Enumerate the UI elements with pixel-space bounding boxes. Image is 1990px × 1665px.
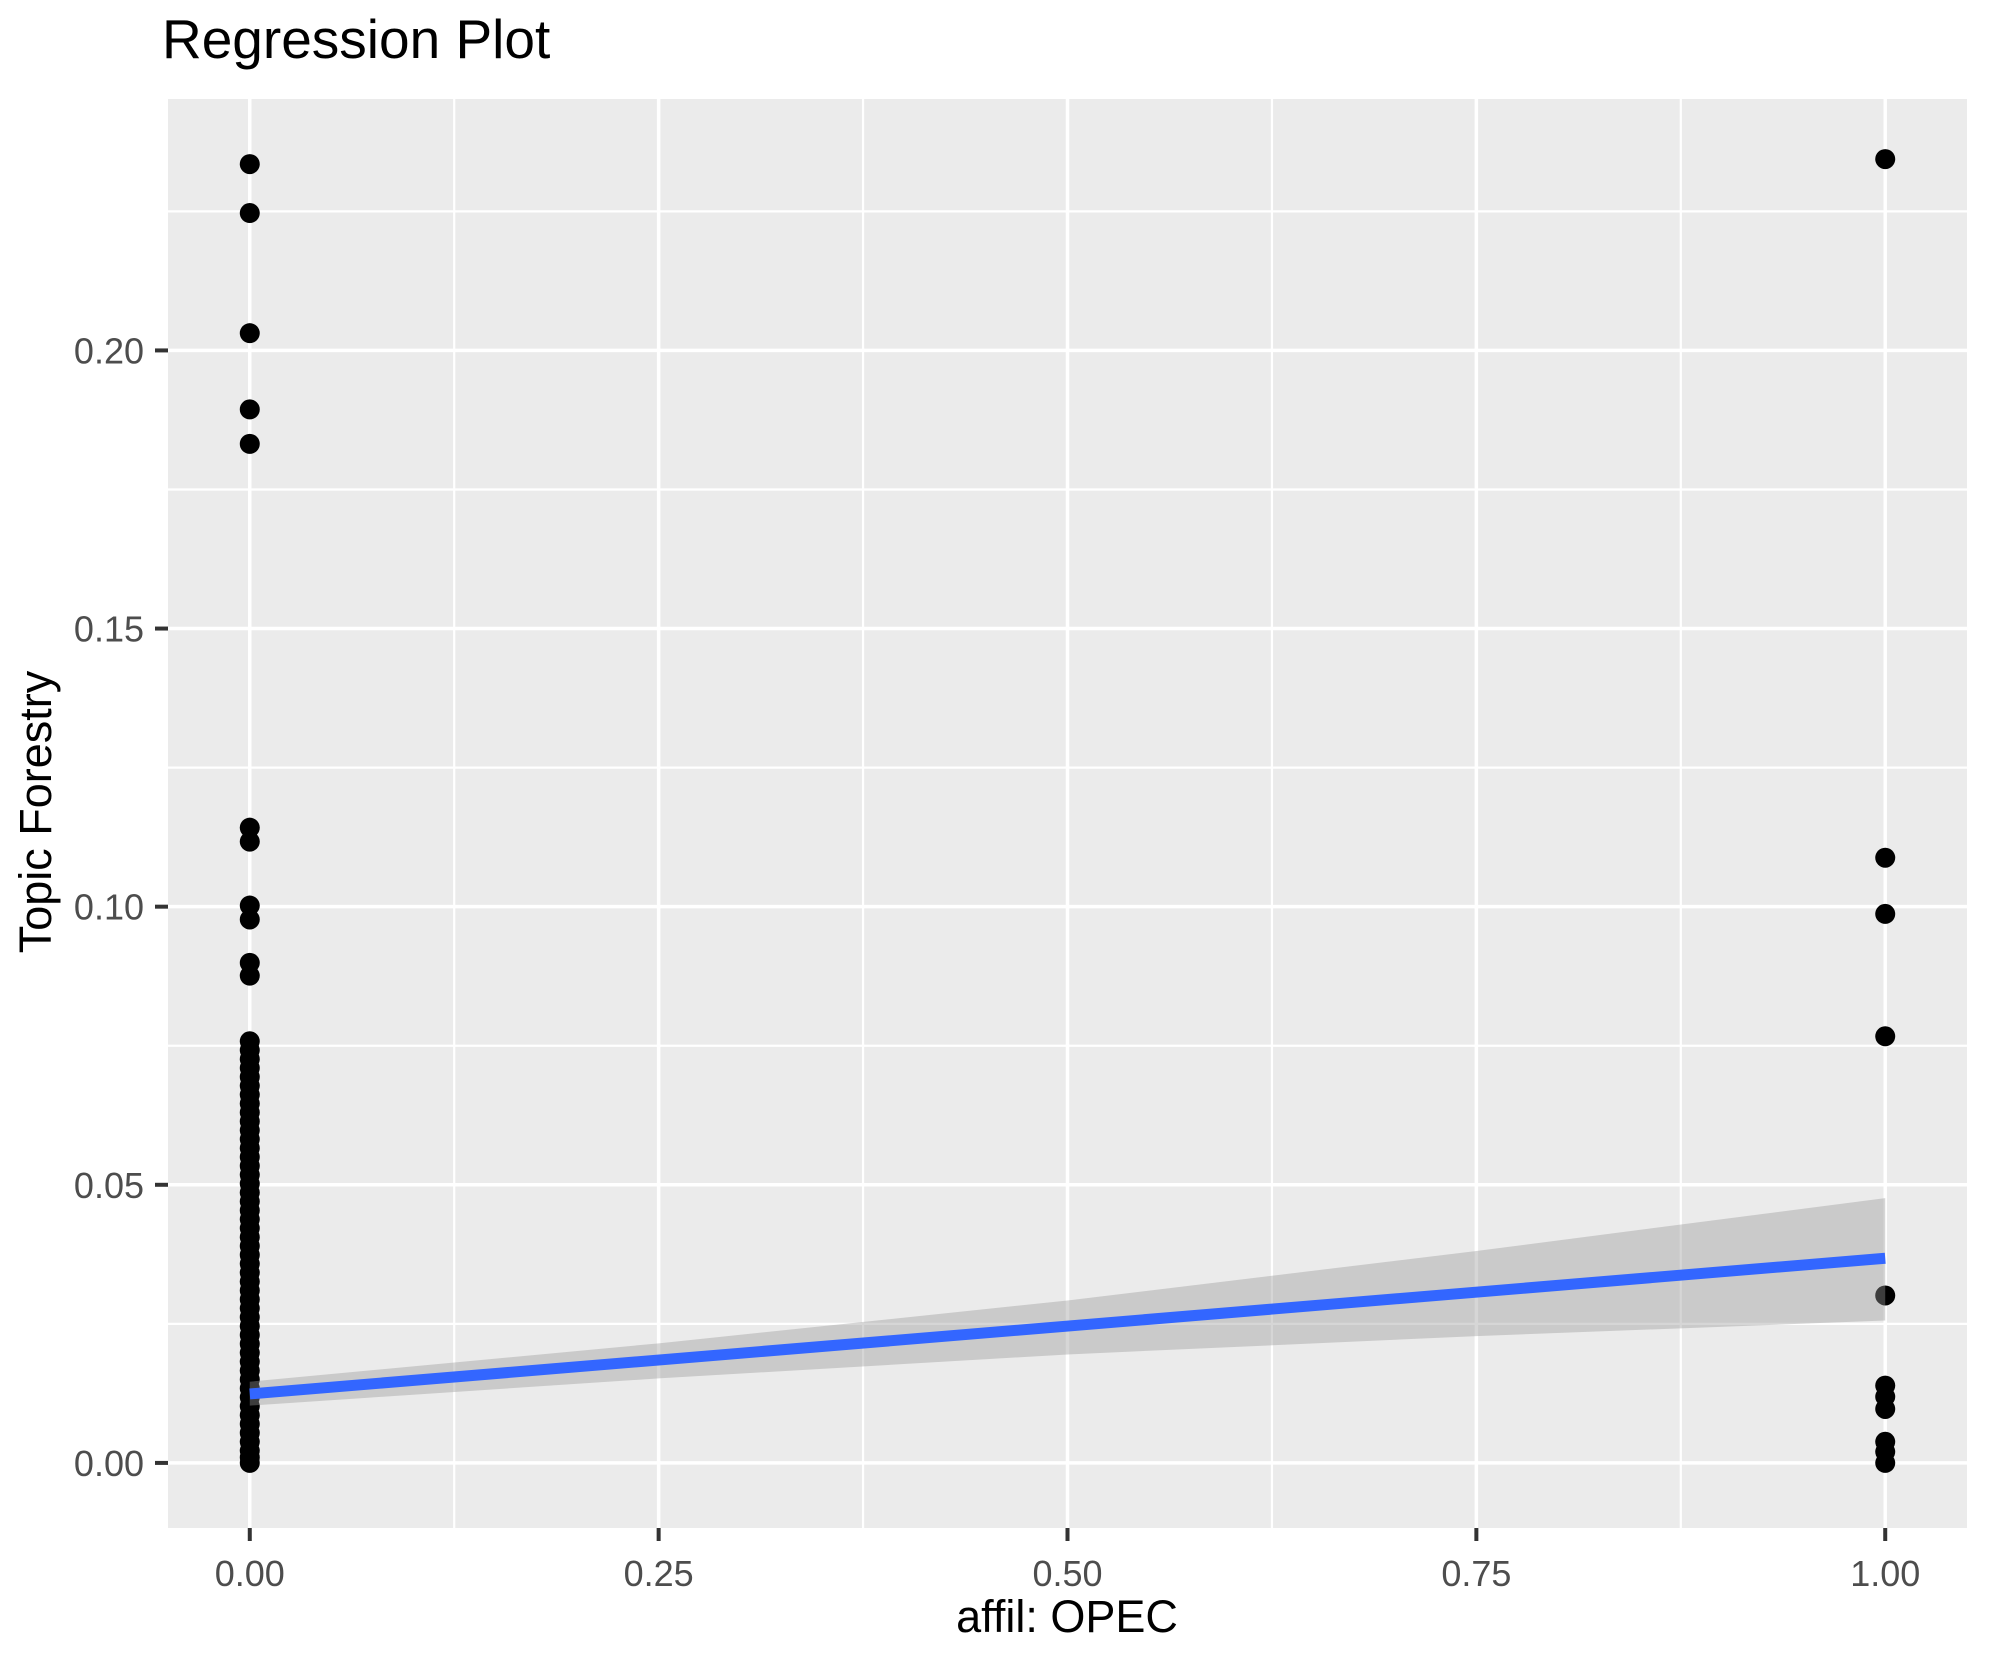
data-point xyxy=(1875,149,1896,170)
data-point xyxy=(239,1452,260,1473)
plot-title: Regression Plot xyxy=(162,8,551,70)
data-point xyxy=(1875,1398,1896,1419)
data-point xyxy=(1875,1452,1896,1473)
data-point xyxy=(239,831,260,852)
y-tick-label: 0.20 xyxy=(74,330,144,371)
y-tick-label: 0.05 xyxy=(74,1165,144,1206)
data-point xyxy=(239,433,260,454)
data-point xyxy=(239,399,260,420)
data-point xyxy=(1875,847,1896,868)
data-point xyxy=(1875,1026,1896,1047)
data-point xyxy=(239,817,260,838)
data-point xyxy=(1875,1285,1896,1306)
data-point xyxy=(239,154,260,175)
data-point xyxy=(239,323,260,344)
x-tick-label: 0.00 xyxy=(215,1553,285,1594)
x-tick-label: 0.25 xyxy=(624,1553,694,1594)
x-tick-label: 0.75 xyxy=(1441,1553,1511,1594)
data-point xyxy=(239,203,260,224)
data-point xyxy=(239,965,260,986)
regression-line xyxy=(249,1252,1886,1400)
data-point xyxy=(239,909,260,930)
confidence-band xyxy=(249,1198,1886,1406)
y-tick-label: 0.10 xyxy=(74,887,144,928)
x-tick-label: 0.50 xyxy=(1032,1553,1102,1594)
x-tick-label: 1.00 xyxy=(1850,1553,1920,1594)
data-point xyxy=(1875,903,1896,924)
data-point xyxy=(239,895,260,916)
y-tick-label: 0.00 xyxy=(74,1443,144,1484)
x-axis-title: affil: OPEC xyxy=(956,1591,1178,1642)
y-tick-label: 0.15 xyxy=(74,609,144,650)
y-axis-title: Topic Forestry xyxy=(10,670,61,954)
